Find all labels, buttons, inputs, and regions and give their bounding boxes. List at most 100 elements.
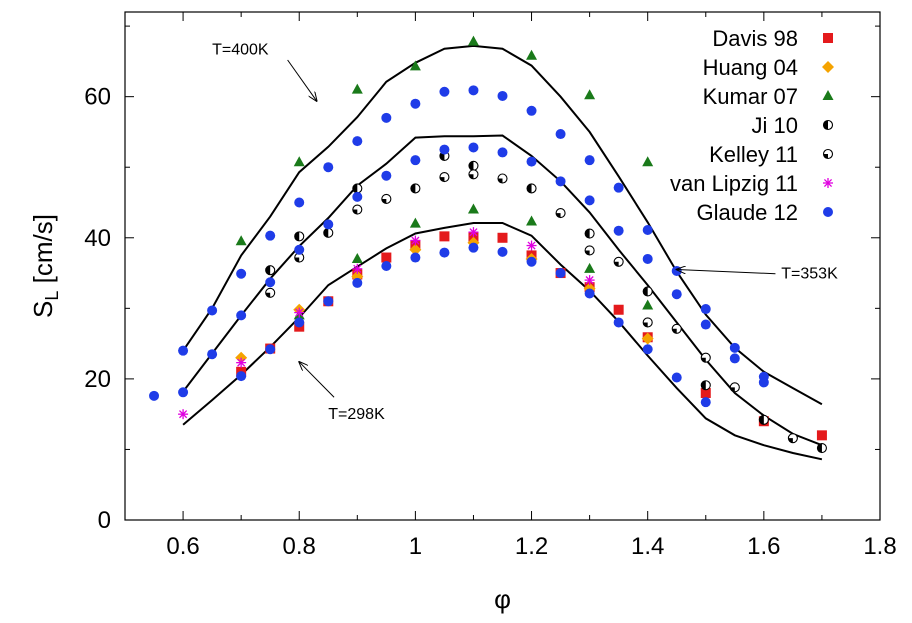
model-curve (182, 222, 823, 461)
annotation-arrow (299, 362, 335, 398)
data-point-glaude-12 (584, 195, 595, 206)
data-point-kelley-11 (265, 287, 276, 298)
series-ji-10 (265, 150, 827, 454)
data-point-kelley-11 (439, 172, 450, 183)
data-point-kelley-11 (381, 193, 392, 205)
y-tick-label: 20 (84, 366, 111, 393)
data-point-kumar-07 (584, 89, 596, 100)
data-point-kelley-11 (613, 256, 624, 267)
y-axis-label-sub: L (42, 291, 62, 301)
data-point-glaude-12 (555, 129, 566, 140)
data-point-davis-98 (613, 304, 624, 315)
data-point-kelley-11 (642, 317, 653, 328)
data-point-glaude-12 (613, 182, 624, 193)
y-axis-label: SL [cm/s] (28, 214, 62, 318)
data-point-glaude-12 (381, 261, 392, 271)
data-point-glaude-12 (265, 277, 276, 288)
data-point-ji-10 (642, 286, 653, 297)
x-axis-label: φ (494, 584, 511, 614)
data-point-glaude-12 (149, 390, 160, 401)
data-point-glaude-12 (294, 244, 305, 255)
data-point-davis-98 (497, 232, 508, 243)
series-van-lipzig-11 (178, 227, 595, 420)
data-point-ji-10 (584, 228, 595, 239)
model-curve (182, 134, 823, 447)
series-glaude-12 (149, 85, 769, 408)
data-point-glaude-12 (700, 397, 711, 408)
x-tick-label: 0.6 (166, 533, 199, 560)
y-tick-label: 60 (84, 84, 111, 111)
data-point-kumar-07 (235, 235, 247, 246)
legend-label: Ji 10 (752, 113, 798, 138)
data-point-kumar-07 (351, 252, 363, 263)
data-point-huang-04 (641, 332, 654, 345)
data-point-glaude-12 (700, 304, 711, 315)
data-point-glaude-12 (468, 242, 479, 253)
annotation-label: T=400K (212, 41, 269, 58)
data-point-glaude-12 (381, 170, 392, 181)
data-point-glaude-12 (294, 197, 305, 208)
data-point-kumar-07 (409, 60, 421, 71)
axis-labels: φ SL [cm/s] (28, 214, 511, 614)
annotation-arrow (677, 270, 776, 275)
data-point-glaude-12 (642, 225, 653, 236)
legend-label: Huang 04 (703, 55, 798, 80)
data-point-glaude-12 (410, 98, 421, 109)
x-tick-label: 0.8 (283, 533, 316, 560)
legend-marker (822, 61, 834, 73)
data-point-kumar-07 (642, 299, 654, 310)
data-point-glaude-12 (700, 319, 711, 330)
data-point-kelley-11 (671, 323, 682, 334)
data-point-kelley-11 (729, 382, 740, 393)
data-point-kelley-11 (584, 245, 595, 256)
y-tick-label: 40 (84, 225, 111, 252)
data-point-glaude-12 (613, 225, 624, 236)
data-point-kelley-11 (497, 173, 508, 184)
data-point-kumar-07 (526, 215, 538, 226)
x-tick-label: 1.8 (863, 533, 896, 560)
data-point-glaude-12 (526, 256, 537, 267)
data-point-van-lipzig-11 (526, 240, 537, 251)
data-point-glaude-12 (613, 317, 624, 328)
data-point-glaude-12 (729, 353, 740, 364)
data-point-davis-98 (816, 430, 827, 441)
data-point-kelley-11 (468, 169, 479, 180)
legend-marker (822, 148, 834, 160)
data-point-van-lipzig-11 (468, 227, 479, 238)
data-point-glaude-12 (642, 253, 653, 264)
data-point-glaude-12 (410, 155, 421, 166)
data-point-ji-10 (410, 183, 421, 194)
data-point-kumar-07 (467, 203, 479, 214)
axes-layer: 0.6 0.8 1 1.2 1.4 1.6 1.8 0 20 40 60 (84, 11, 897, 560)
legend: Davis 98 Huang 04 Kumar 07 Ji 10 Kelley 11 va… (670, 26, 834, 225)
data-point-kumar-07 (467, 35, 479, 46)
data-point-glaude-12 (497, 147, 508, 158)
data-point-glaude-12 (526, 105, 537, 116)
data-point-ji-10 (294, 231, 305, 242)
legend-marker (823, 33, 833, 43)
data-point-glaude-12 (497, 90, 508, 101)
data-point-glaude-12 (323, 162, 334, 173)
data-point-van-lipzig-11 (410, 235, 421, 246)
data-point-ji-10 (526, 183, 537, 194)
data-point-davis-98 (700, 388, 711, 398)
data-point-glaude-12 (352, 191, 363, 202)
data-point-kelley-11 (787, 433, 798, 444)
legend-label: Davis 98 (712, 26, 798, 51)
data-point-ji-10 (758, 414, 769, 425)
data-point-glaude-12 (265, 230, 276, 241)
data-point-glaude-12 (671, 372, 682, 383)
data-point-kelley-11 (555, 208, 566, 219)
data-point-glaude-12 (178, 345, 189, 356)
data-point-kumar-07 (642, 156, 654, 167)
data-point-glaude-12 (265, 344, 276, 355)
x-tick-label: 1 (409, 533, 422, 560)
data-point-glaude-12 (468, 85, 479, 96)
data-point-ji-10 (265, 265, 276, 276)
annotation-label: T=298K (328, 406, 385, 423)
data-points (149, 35, 827, 454)
data-point-huang-04 (409, 243, 422, 256)
annotation-arrow (287, 59, 317, 101)
data-point-van-lipzig-11 (584, 275, 595, 286)
